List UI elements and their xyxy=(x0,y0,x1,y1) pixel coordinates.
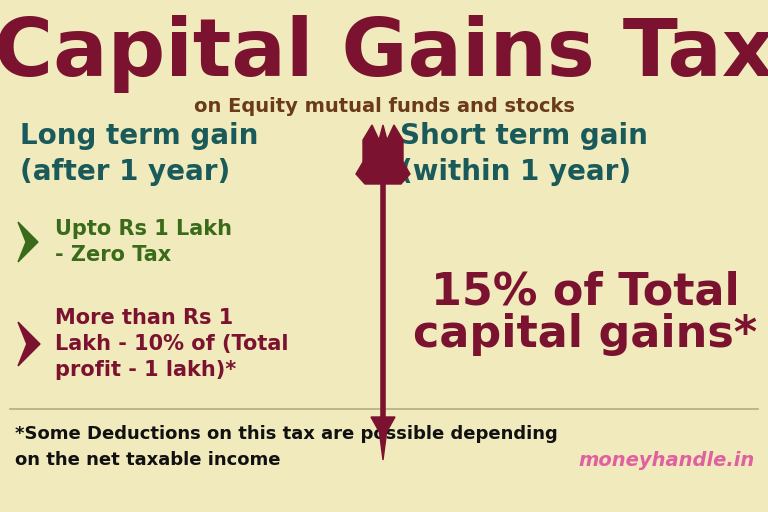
Text: More than Rs 1
Lakh - 10% of (Total
profit - 1 lakh)*: More than Rs 1 Lakh - 10% of (Total prof… xyxy=(55,308,289,380)
Text: Long term gain
(after 1 year): Long term gain (after 1 year) xyxy=(20,122,258,186)
Text: moneyhandle.in: moneyhandle.in xyxy=(579,451,755,470)
Text: Capital Gains Tax: Capital Gains Tax xyxy=(0,15,768,93)
Text: Short term gain
(within 1 year): Short term gain (within 1 year) xyxy=(400,122,648,186)
Polygon shape xyxy=(371,417,395,460)
Text: capital gains*: capital gains* xyxy=(413,313,757,356)
Text: Upto Rs 1 Lakh
- Zero Tax: Upto Rs 1 Lakh - Zero Tax xyxy=(55,219,232,265)
Polygon shape xyxy=(18,222,38,262)
Text: *Some Deductions on this tax are possible depending: *Some Deductions on this tax are possibl… xyxy=(15,425,558,443)
Polygon shape xyxy=(356,162,410,184)
Text: on the net taxable income: on the net taxable income xyxy=(15,451,280,469)
Polygon shape xyxy=(363,125,403,162)
Text: 15% of Total: 15% of Total xyxy=(431,270,740,313)
Polygon shape xyxy=(18,322,40,366)
Text: on Equity mutual funds and stocks: on Equity mutual funds and stocks xyxy=(194,97,574,117)
